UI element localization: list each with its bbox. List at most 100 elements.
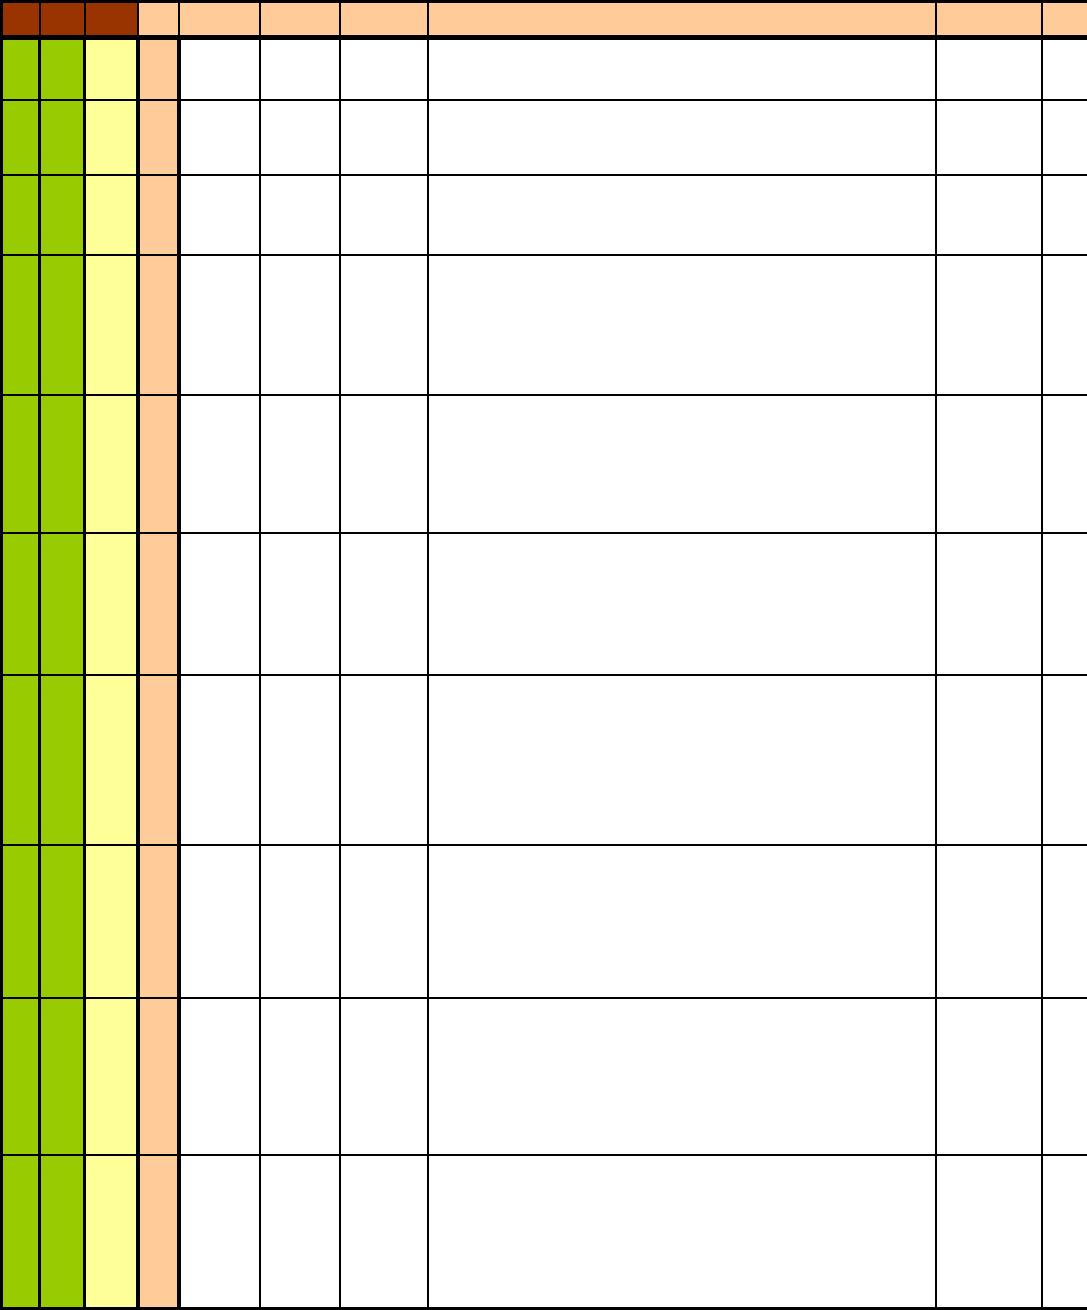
table-row (2, 255, 1087, 395)
cell-r6-c9 (936, 533, 1042, 675)
cell-r1-c4 (138, 38, 179, 100)
cell-r2-c4 (138, 100, 179, 175)
cell-r3-c7 (340, 175, 428, 255)
header-cell-c3 (85, 2, 138, 38)
cell-r2-c5 (179, 100, 260, 175)
header-cell-c5 (179, 2, 260, 38)
cell-r1-c3 (85, 38, 138, 100)
cell-r4-c9 (936, 255, 1042, 395)
cell-r7-c9 (936, 675, 1042, 845)
cell-r1-c2 (40, 38, 85, 100)
table-row (2, 998, 1087, 1155)
cell-r9-c5 (179, 998, 260, 1155)
table-row (2, 675, 1087, 845)
header-cell-c7 (340, 2, 428, 38)
cell-r7-c4 (138, 675, 179, 845)
cell-r8-c1 (2, 845, 40, 998)
cell-r1-c7 (340, 38, 428, 100)
cell-r2-c3 (85, 100, 138, 175)
cell-r2-c6 (260, 100, 340, 175)
cell-r10-c9 (936, 1155, 1042, 1309)
cell-r1-c6 (260, 38, 340, 100)
cell-r6-c4 (138, 533, 179, 675)
table-row (2, 395, 1087, 533)
cell-r4-c2 (40, 255, 85, 395)
cell-r1-c5 (179, 38, 260, 100)
cell-r5-c9 (936, 395, 1042, 533)
cell-r3-c10 (1042, 175, 1087, 255)
table-body (2, 38, 1087, 1309)
cell-r9-c9 (936, 998, 1042, 1155)
cell-r4-c3 (85, 255, 138, 395)
cell-r4-c5 (179, 255, 260, 395)
cell-r6-c5 (179, 533, 260, 675)
cell-r9-c2 (40, 998, 85, 1155)
cell-r6-c2 (40, 533, 85, 675)
cell-r10-c4 (138, 1155, 179, 1309)
cell-r5-c8 (428, 395, 936, 533)
cell-r8-c8 (428, 845, 936, 998)
cell-r8-c4 (138, 845, 179, 998)
cell-r10-c2 (40, 1155, 85, 1309)
cell-r3-c3 (85, 175, 138, 255)
cell-r1-c10 (1042, 38, 1087, 100)
cell-r8-c10 (1042, 845, 1087, 998)
cell-r10-c8 (428, 1155, 936, 1309)
header-cell-c2 (40, 2, 85, 38)
cell-r7-c8 (428, 675, 936, 845)
header-cell-c4 (138, 2, 179, 38)
cell-r3-c5 (179, 175, 260, 255)
cell-r6-c6 (260, 533, 340, 675)
cell-r5-c10 (1042, 395, 1087, 533)
cell-r9-c4 (138, 998, 179, 1155)
cell-r2-c2 (40, 100, 85, 175)
table-row (2, 100, 1087, 175)
cell-r3-c1 (2, 175, 40, 255)
cell-r4-c7 (340, 255, 428, 395)
cell-r1-c1 (2, 38, 40, 100)
table-row (2, 533, 1087, 675)
cell-r5-c4 (138, 395, 179, 533)
cell-r5-c1 (2, 395, 40, 533)
cell-r1-c8 (428, 38, 936, 100)
header-cell-c1 (2, 2, 40, 38)
header-cell-c6 (260, 2, 340, 38)
table-row (2, 845, 1087, 998)
header-cell-c8 (428, 2, 936, 38)
cell-r8-c2 (40, 845, 85, 998)
cell-r7-c10 (1042, 675, 1087, 845)
table-row (2, 175, 1087, 255)
cell-r8-c9 (936, 845, 1042, 998)
cell-r7-c1 (2, 675, 40, 845)
cell-r6-c3 (85, 533, 138, 675)
cell-r2-c7 (340, 100, 428, 175)
cell-r4-c10 (1042, 255, 1087, 395)
cell-r8-c5 (179, 845, 260, 998)
cell-r2-c10 (1042, 100, 1087, 175)
cell-r10-c5 (179, 1155, 260, 1309)
cell-r3-c8 (428, 175, 936, 255)
cell-r5-c6 (260, 395, 340, 533)
cell-r7-c3 (85, 675, 138, 845)
cell-r10-c6 (260, 1155, 340, 1309)
cell-r1-c9 (936, 38, 1042, 100)
cell-r9-c7 (340, 998, 428, 1155)
header-cell-c9 (936, 2, 1042, 38)
cell-r4-c1 (2, 255, 40, 395)
cell-r6-c1 (2, 533, 40, 675)
cell-r2-c9 (936, 100, 1042, 175)
cell-r8-c7 (340, 845, 428, 998)
cell-r10-c3 (85, 1155, 138, 1309)
cell-r8-c6 (260, 845, 340, 998)
cell-r8-c3 (85, 845, 138, 998)
cell-r6-c8 (428, 533, 936, 675)
cell-r9-c1 (2, 998, 40, 1155)
cell-r3-c9 (936, 175, 1042, 255)
cell-r7-c2 (40, 675, 85, 845)
table-row (2, 38, 1087, 100)
cell-r4-c6 (260, 255, 340, 395)
cell-r10-c10 (1042, 1155, 1087, 1309)
cell-r6-c7 (340, 533, 428, 675)
cell-r7-c6 (260, 675, 340, 845)
